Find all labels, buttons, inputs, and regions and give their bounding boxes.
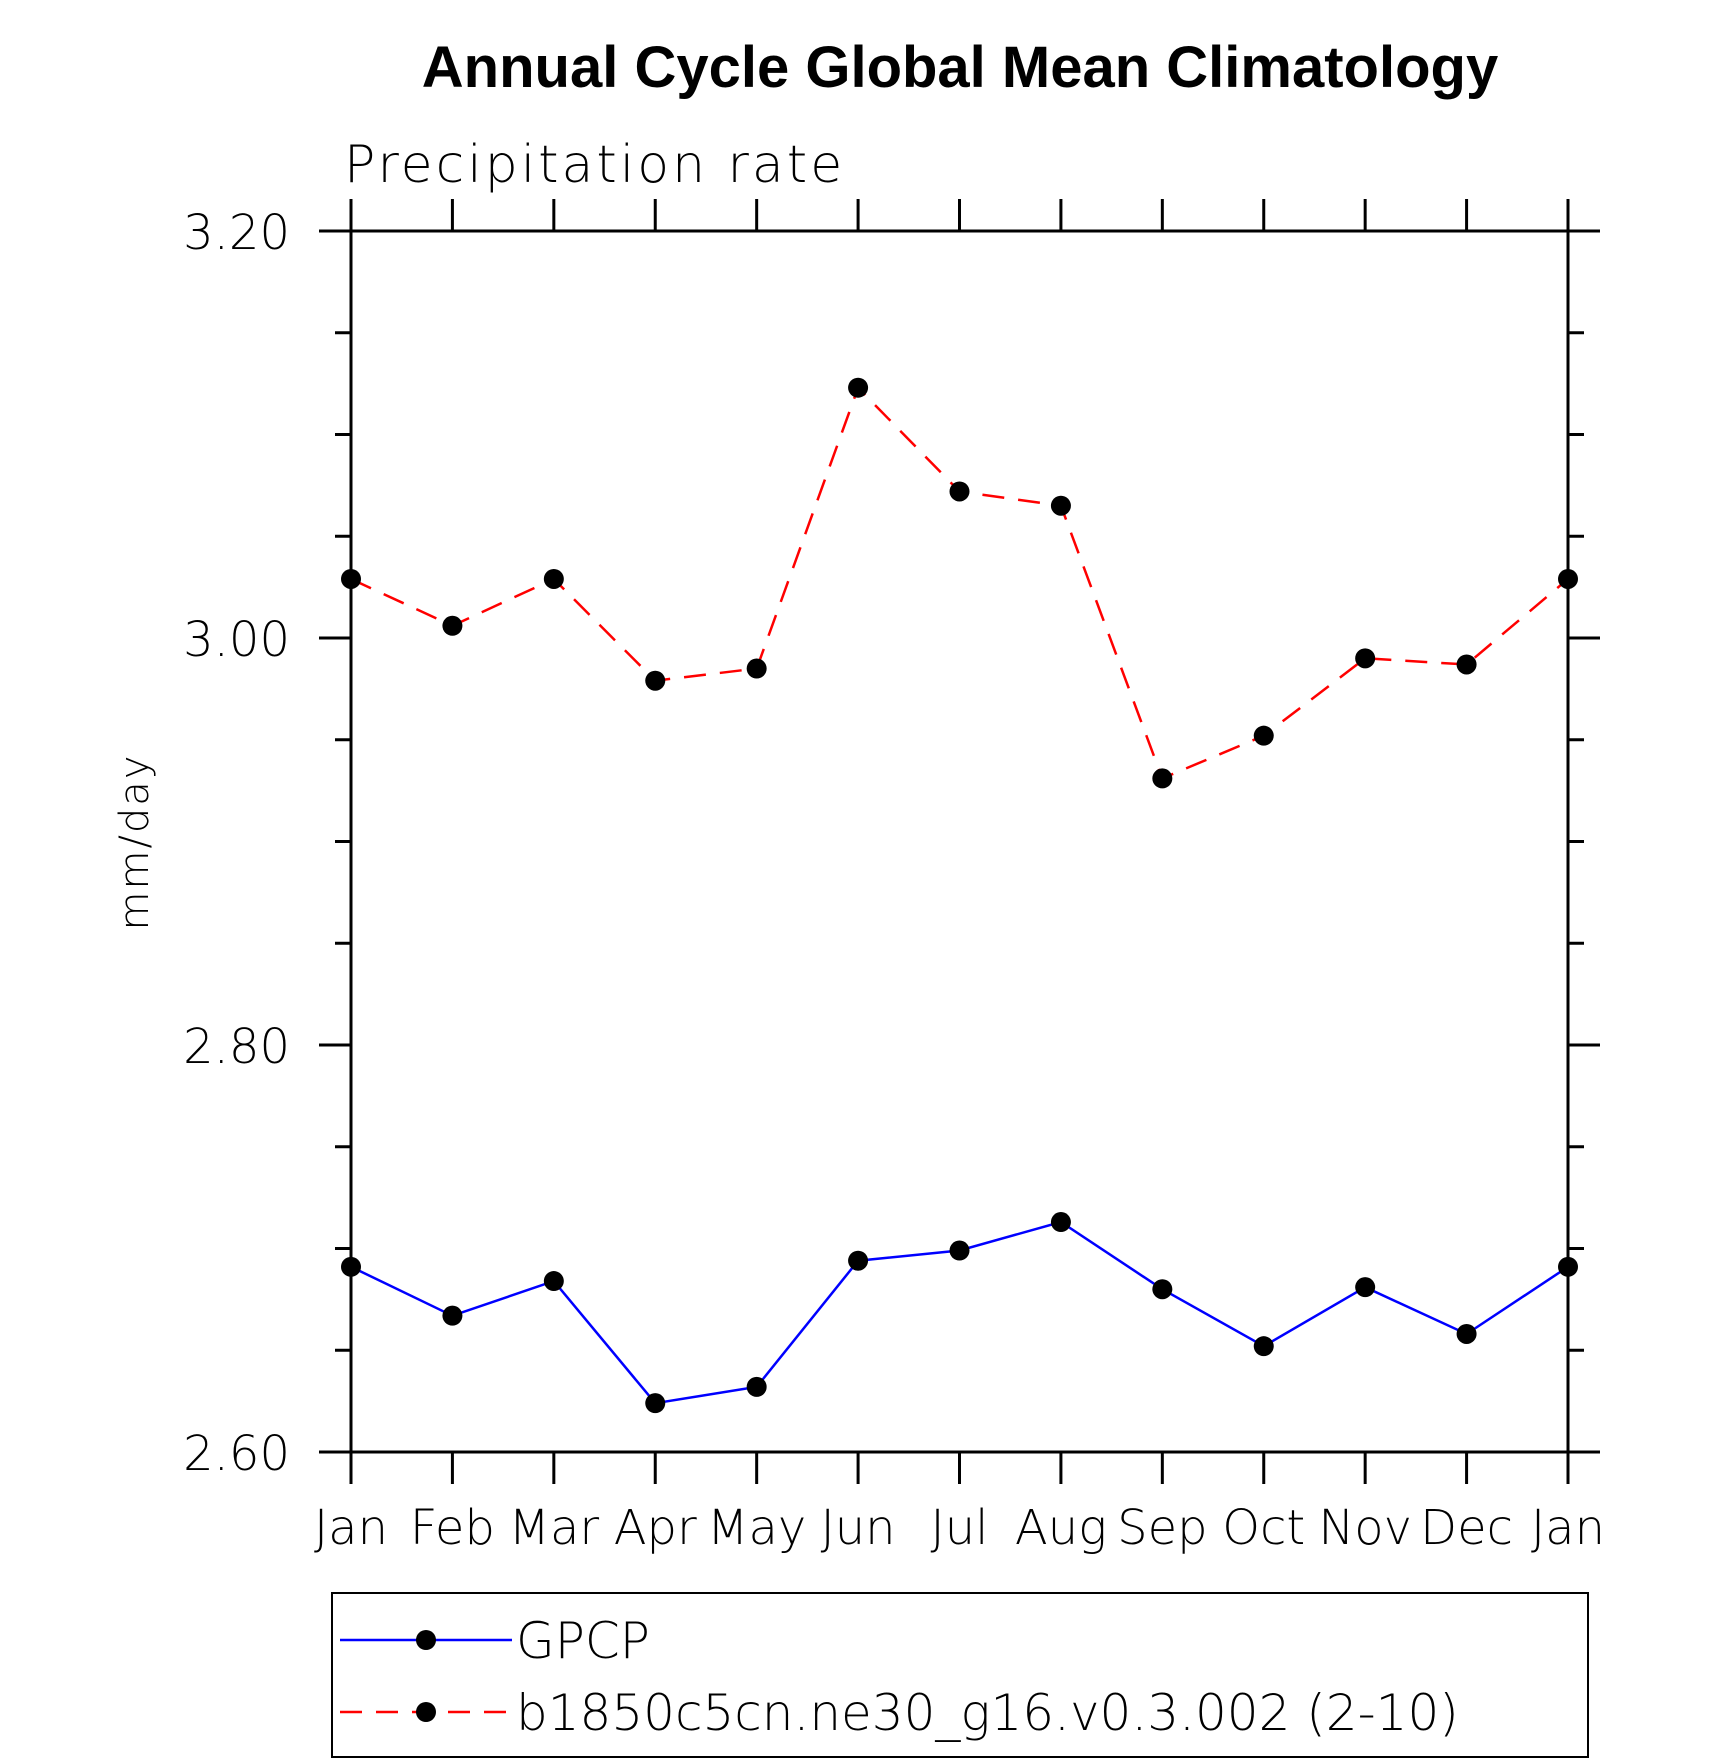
x-tick-label: Jan (314, 1500, 388, 1556)
data-point-1 (1152, 768, 1173, 789)
x-tick-labels: Jan Feb Mar Apr May Jun Jul Aug Sep Oct Nov Dec Jan (314, 1500, 1605, 1556)
x-tick-label: Aug (1015, 1500, 1107, 1556)
data-point-0 (1050, 1212, 1071, 1233)
data-point-1 (1355, 648, 1376, 669)
data-point-0 (543, 1271, 564, 1292)
legend-label-model: b1850c5cn.ne30_g16.v0.3.002 (2-10) (516, 1684, 1459, 1742)
legend-marker-model (416, 1702, 436, 1722)
data-point-1 (1050, 495, 1071, 516)
data-point-1 (1456, 654, 1477, 675)
chart-title: Annual Cycle Global Mean Climatology (422, 35, 1498, 100)
y-tick-label: 2.80 (183, 1019, 290, 1075)
y-axis-label: mm/day (112, 754, 158, 931)
data-point-0 (1152, 1279, 1173, 1300)
y-tick-label: 3.20 (183, 205, 290, 261)
legend-marker-gpcp (416, 1630, 436, 1650)
data-point-0 (442, 1305, 463, 1326)
data-point-1 (1253, 725, 1274, 746)
x-tick-label: Apr (614, 1500, 697, 1556)
data-point-1 (341, 568, 361, 589)
data-point-1 (442, 615, 463, 636)
data-point-0 (1355, 1277, 1376, 1298)
data-point-0 (1558, 1256, 1578, 1277)
data-point-0 (848, 1250, 869, 1271)
x-tick-label: Oct (1222, 1500, 1305, 1556)
legend-box (331, 1592, 1589, 1758)
legend-label-gpcp: GPCP (516, 1612, 650, 1670)
y-tick-labels: 2.60 2.80 3.00 3.20 (183, 205, 290, 1482)
data-point-0 (645, 1393, 666, 1414)
data-point-1 (1558, 568, 1578, 589)
x-tick-label: Dec (1420, 1500, 1513, 1556)
data-point-0 (1253, 1336, 1274, 1357)
x-tick-label: Jun (821, 1500, 896, 1556)
data-point-1 (645, 670, 666, 691)
y-tick-label: 2.60 (183, 1426, 290, 1482)
chart-subtitle: Precipitation rate (344, 135, 845, 195)
y-tick-label: 3.00 (183, 612, 290, 668)
data-point-1 (949, 481, 970, 502)
data-point-0 (1456, 1323, 1477, 1344)
data-point-1 (746, 658, 767, 679)
series-layer (341, 377, 1578, 1414)
x-tick-label: May (707, 1500, 806, 1556)
data-point-0 (746, 1376, 767, 1397)
axis-ticks (319, 199, 1600, 1484)
x-tick-label: Sep (1117, 1500, 1207, 1556)
data-point-0 (949, 1240, 970, 1261)
data-point-1 (848, 377, 869, 398)
series-line-1 (350, 385, 1569, 781)
legend: GPCP b1850c5cn.ne30_g16.v0.3.002 (2-10) (331, 1592, 1589, 1758)
data-point-0 (341, 1256, 361, 1277)
plot-frame (349, 229, 1570, 1454)
x-tick-label: Jan (1531, 1500, 1605, 1556)
x-tick-label: Feb (410, 1500, 495, 1556)
data-point-1 (543, 568, 564, 589)
x-tick-label: Jul (931, 1500, 989, 1556)
x-tick-label: Mar (509, 1500, 600, 1556)
x-tick-label: Nov (1318, 1500, 1412, 1556)
